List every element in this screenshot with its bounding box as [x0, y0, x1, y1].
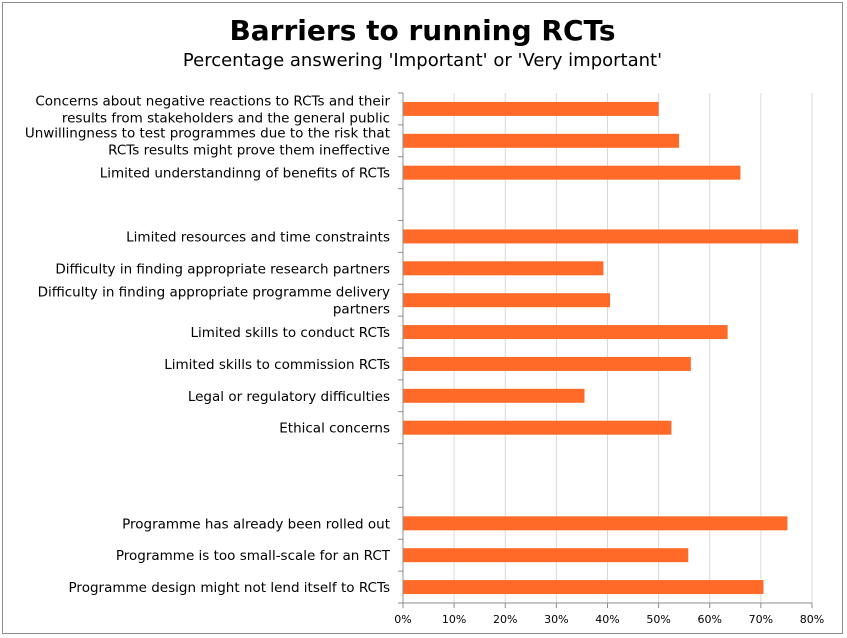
bar	[403, 133, 680, 148]
bar	[403, 229, 799, 244]
bar	[403, 261, 604, 276]
bar	[403, 101, 659, 116]
category-label: Limited understandinng of benefits of RC…	[100, 166, 390, 182]
bar	[403, 165, 741, 180]
category-label: Legal or regulatory difficulties	[188, 389, 390, 405]
bar	[403, 420, 672, 435]
bar	[403, 293, 611, 308]
x-tick-label: 80%	[800, 613, 824, 626]
category-label: Programme is too small-scale for an RCT	[116, 548, 391, 564]
x-tick-label: 70%	[749, 613, 773, 626]
bars	[403, 101, 799, 595]
bar	[403, 356, 691, 371]
x-tick-label: 50%	[646, 613, 670, 626]
bar	[403, 516, 788, 531]
category-label: Limited skills to commission RCTs	[164, 357, 390, 373]
x-tick-label: 40%	[595, 613, 619, 626]
x-tick-labels: 0% 10% 20% 30% 40% 50% 60% 70% 80%	[394, 613, 824, 626]
bar	[403, 580, 764, 595]
category-label: Programme design might not lend itself t…	[69, 580, 390, 596]
category-label: Ethical concerns	[279, 421, 390, 437]
bar	[403, 325, 728, 340]
category-label: Difficulty in finding appropriate progra…	[38, 285, 390, 318]
x-tick-label: 10%	[442, 613, 466, 626]
bar	[403, 388, 585, 403]
category-label: Programme has already been rolled out	[122, 516, 390, 532]
category-label: Limited skills to conduct RCTs	[191, 325, 390, 341]
category-label: Concerns about negative reactions to RCT…	[35, 93, 390, 126]
bar	[403, 548, 689, 563]
category-label: Difficulty in finding appropriate resear…	[55, 261, 390, 277]
axes	[398, 92, 813, 608]
x-tick-label: 60%	[698, 613, 722, 626]
category-label: Limited resources and time constraints	[126, 229, 390, 245]
x-tick-label: 30%	[544, 613, 568, 626]
category-labels: Concerns about negative reactions to RCT…	[25, 93, 391, 596]
category-label: Unwillingness to test programmes due to …	[25, 125, 390, 158]
x-tick-label: 0%	[394, 613, 411, 626]
chart-title: Barriers to running RCTs	[229, 14, 616, 47]
x-tick-label: 20%	[493, 613, 517, 626]
chart-subtitle: Percentage answering 'Important' or 'Ver…	[182, 50, 663, 71]
